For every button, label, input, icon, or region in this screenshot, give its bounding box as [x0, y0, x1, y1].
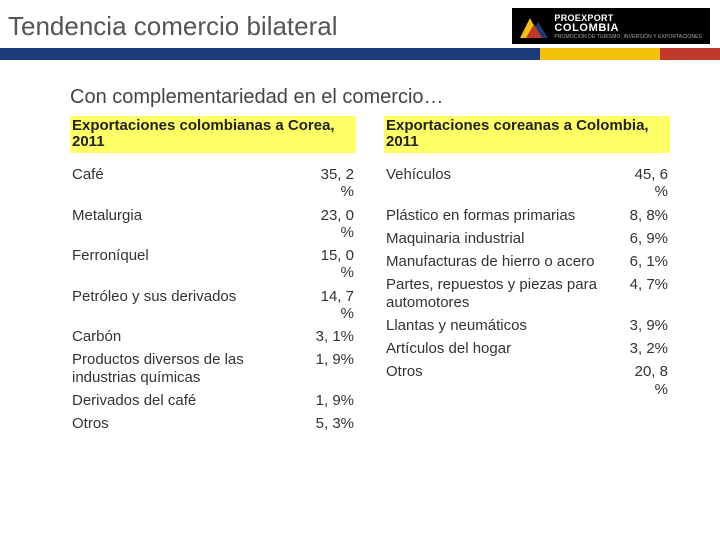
slide-header: Tendencia comercio bilateral PROEXPORT C… — [0, 0, 720, 48]
table-row: Carbón3, 1% — [70, 325, 356, 348]
left-table-title: Exportaciones colombianas a Corea, 2011 — [70, 116, 356, 154]
right-row-value: 3, 9% — [616, 314, 670, 337]
bar-blue — [0, 48, 540, 60]
left-table: Café35, 2 %Metalurgia23, 0 %Ferroníquel1… — [70, 163, 356, 435]
right-row-value: 20, 8 % — [616, 360, 670, 401]
right-row-value: 6, 1% — [616, 250, 670, 273]
right-row-label: Maquinaria industrial — [384, 227, 616, 250]
right-row-label: Plástico en formas primarias — [384, 204, 616, 227]
table-row: Derivados del café1, 9% — [70, 389, 356, 412]
content-area: Con complementariedad en el comercio… Ex… — [0, 60, 720, 435]
left-row-value: 23, 0 % — [302, 204, 356, 245]
left-column: Exportaciones colombianas a Corea, 2011 … — [70, 116, 356, 436]
right-row-value: 4, 7% — [616, 273, 670, 314]
right-column: Exportaciones coreanas a Colombia, 2011 … — [384, 116, 670, 436]
left-row-value: 1, 9% — [302, 389, 356, 412]
bar-yellow — [540, 48, 660, 60]
table-row: Metalurgia23, 0 % — [70, 204, 356, 245]
left-row-label: Carbón — [70, 325, 302, 348]
right-table: Vehículos45, 6 %Plástico en formas prima… — [384, 163, 670, 401]
table-row: Vehículos45, 6 % — [384, 163, 670, 204]
logo-block: PROEXPORT COLOMBIA PROMOCIÓN DE TURISMO,… — [512, 8, 710, 44]
right-row-label: Artículos del hogar — [384, 337, 616, 360]
table-row: Artículos del hogar3, 2% — [384, 337, 670, 360]
right-row-label: Manufacturas de hierro o acero — [384, 250, 616, 273]
table-row: Otros20, 8 % — [384, 360, 670, 401]
subtitle: Con complementariedad en el comercio… — [70, 86, 670, 110]
left-row-value: 15, 0 % — [302, 244, 356, 285]
table-row: Petróleo y sus derivados14, 7 % — [70, 285, 356, 326]
right-row-value: 6, 9% — [616, 227, 670, 250]
table-row: Partes, repuestos y piezas para automoto… — [384, 273, 670, 314]
proexport-logo-icon — [520, 16, 548, 38]
left-row-value: 1, 9% — [302, 348, 356, 389]
right-row-value: 45, 6 % — [616, 163, 670, 204]
right-row-value: 8, 8% — [616, 204, 670, 227]
table-row: Plástico en formas primarias8, 8% — [384, 204, 670, 227]
left-row-label: Otros — [70, 412, 302, 435]
table-row: Productos diversos de las industrias quí… — [70, 348, 356, 389]
table-row: Maquinaria industrial6, 9% — [384, 227, 670, 250]
left-row-label: Productos diversos de las industrias quí… — [70, 348, 302, 389]
right-row-label: Otros — [384, 360, 616, 401]
right-row-value: 3, 2% — [616, 337, 670, 360]
left-row-label: Metalurgia — [70, 204, 302, 245]
right-row-label: Llantas y neumáticos — [384, 314, 616, 337]
table-row: Llantas y neumáticos3, 9% — [384, 314, 670, 337]
table-row: Otros5, 3% — [70, 412, 356, 435]
right-row-label: Vehículos — [384, 163, 616, 204]
left-row-label: Café — [70, 163, 302, 204]
page-title: Tendencia comercio bilateral — [8, 11, 338, 42]
left-row-value: 3, 1% — [302, 325, 356, 348]
logo-line2: COLOMBIA — [554, 23, 702, 34]
right-table-title: Exportaciones coreanas a Colombia, 2011 — [384, 116, 670, 154]
left-row-value: 35, 2 % — [302, 163, 356, 204]
table-row: Café35, 2 % — [70, 163, 356, 204]
right-row-label: Partes, repuestos y piezas para automoto… — [384, 273, 616, 314]
divider-bar — [0, 48, 720, 60]
left-row-value: 14, 7 % — [302, 285, 356, 326]
left-row-label: Ferroníquel — [70, 244, 302, 285]
left-row-value: 5, 3% — [302, 412, 356, 435]
left-row-label: Petróleo y sus derivados — [70, 285, 302, 326]
tables-wrapper: Exportaciones colombianas a Corea, 2011 … — [70, 116, 670, 436]
table-row: Manufacturas de hierro o acero6, 1% — [384, 250, 670, 273]
left-row-label: Derivados del café — [70, 389, 302, 412]
logo-subtitle: PROMOCIÓN DE TURISMO, INVERSIÓN Y EXPORT… — [554, 34, 702, 40]
bar-red — [660, 48, 720, 60]
table-row: Ferroníquel15, 0 % — [70, 244, 356, 285]
